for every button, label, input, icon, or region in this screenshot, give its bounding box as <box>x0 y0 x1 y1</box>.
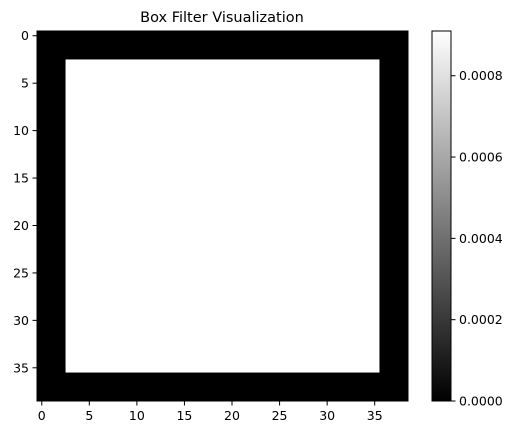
colorbar-tick-label: 0.0000 <box>459 394 503 409</box>
colorbar-frame <box>431 30 452 402</box>
axes-frame <box>36 30 409 402</box>
colorbar-tick-label: 0.0008 <box>459 68 503 83</box>
x-axis: 0 5 10 15 20 25 30 35 <box>38 401 383 423</box>
colorbar: 0.0000 0.0002 0.0004 0.0006 0.0008 <box>431 30 503 409</box>
x-tick-label: 35 <box>367 408 383 423</box>
plot-area <box>36 30 409 402</box>
x-tick-label: 15 <box>176 408 192 423</box>
y-tick-label: 15 <box>13 171 29 186</box>
heatmap-box-region <box>65 59 380 373</box>
colorbar-gradient <box>432 31 451 401</box>
x-tick-label: 25 <box>272 408 288 423</box>
y-tick-label: 5 <box>21 76 29 91</box>
chart-title: Box Filter Visualization <box>140 10 304 26</box>
x-tick-label: 0 <box>38 408 46 423</box>
y-tick-label: 0 <box>21 28 29 43</box>
y-tick-label: 10 <box>13 123 29 138</box>
y-tick-label: 35 <box>13 360 29 375</box>
x-tick-label: 10 <box>129 408 145 423</box>
x-tick-label: 20 <box>224 408 240 423</box>
y-tick-label: 30 <box>13 313 29 328</box>
y-axis: 0 5 10 15 20 25 30 35 <box>13 28 37 375</box>
colorbar-ticks: 0.0000 0.0002 0.0004 0.0006 0.0008 <box>451 68 503 409</box>
y-tick-label: 20 <box>13 218 29 233</box>
colorbar-tick-label: 0.0004 <box>459 231 503 246</box>
y-tick-label: 25 <box>13 265 29 280</box>
x-tick-label: 5 <box>85 408 93 423</box>
x-tick-label: 30 <box>319 408 335 423</box>
colorbar-tick-label: 0.0006 <box>459 150 503 165</box>
colorbar-tick-label: 0.0002 <box>459 312 503 327</box>
